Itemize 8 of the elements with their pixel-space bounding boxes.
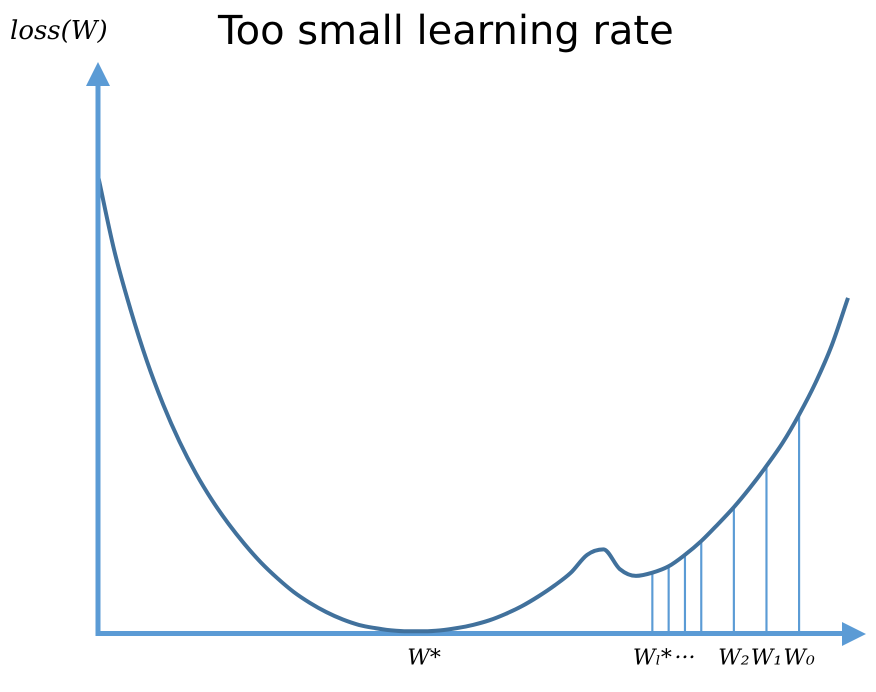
x-tick-label: W* bbox=[407, 646, 441, 671]
chart-title: Too small learning rate bbox=[218, 8, 674, 54]
x-tick-label: ··· bbox=[674, 646, 696, 671]
x-tick-label: Wₗ* bbox=[632, 646, 672, 671]
x-tick-label: W₁ bbox=[750, 646, 782, 671]
x-tick-label: W₀ bbox=[783, 646, 815, 671]
y-axis-title: loss(W) bbox=[10, 16, 108, 46]
x-tick-label: W₂ bbox=[718, 646, 750, 671]
